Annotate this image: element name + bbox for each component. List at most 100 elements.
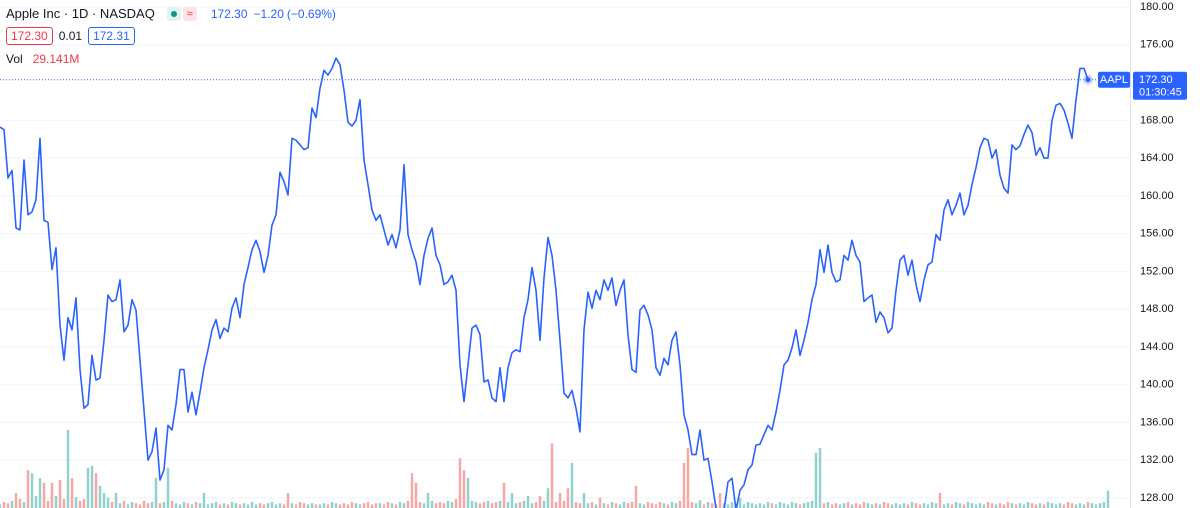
y-tick-label: 160.00 (1140, 190, 1174, 202)
volume-bar (502, 482, 506, 508)
symbol-title[interactable]: Apple Inc · 1D · NASDAQ (6, 6, 155, 21)
volume-bar (562, 500, 566, 508)
volume-bar (662, 503, 666, 508)
volume-bar (290, 503, 294, 508)
volume-bar (790, 502, 794, 508)
volume-bar (230, 502, 234, 508)
volume-bar (1034, 504, 1038, 508)
volume-bar (14, 493, 18, 508)
volume-bar (690, 502, 694, 508)
volume-bar (794, 503, 798, 508)
volume-bar (366, 502, 370, 508)
ask[interactable]: 172.31 (88, 27, 135, 45)
volume-bar (518, 502, 522, 508)
volume-bar (26, 470, 30, 508)
volume-bar (358, 504, 362, 508)
volume-bar (1062, 504, 1066, 508)
volume-bar (606, 504, 610, 508)
volume-bar (630, 502, 634, 508)
volume-bar (186, 503, 190, 508)
volume-bar (610, 502, 614, 508)
volume-bar (830, 504, 834, 508)
last-price: 172.30 (210, 6, 248, 21)
volume-bar (110, 502, 114, 508)
volume-bar (166, 467, 170, 508)
volume-bar (250, 502, 254, 508)
volume-bar (22, 502, 26, 508)
volume-bar (682, 463, 686, 508)
change: −1.20 (253, 6, 284, 21)
volume-bar (158, 503, 162, 508)
volume-bar (450, 502, 454, 508)
volume-bar (554, 502, 558, 508)
volume-bar (898, 504, 902, 508)
volume-bar (1074, 504, 1078, 508)
y-tick-label: 176.00 (1140, 39, 1174, 51)
volume-bar (478, 503, 482, 508)
volume-bar (154, 478, 158, 508)
volume-bar (58, 479, 62, 508)
market-open-badge (166, 6, 181, 21)
volume-bar (362, 503, 366, 508)
volume-bar (1002, 504, 1006, 508)
volume-bar (834, 503, 838, 508)
volume-bar (254, 504, 258, 508)
last-point (1085, 77, 1091, 83)
volume-bar (906, 504, 910, 508)
volume-bar (866, 503, 870, 508)
volume-bar (934, 503, 938, 508)
volume-bar (334, 503, 338, 508)
volume-bar (402, 503, 406, 508)
volume-bar (306, 504, 310, 508)
spread: 0.01 (58, 29, 83, 43)
volume-bar (678, 500, 682, 508)
volume-bar (890, 504, 894, 508)
volume-bar (190, 504, 194, 508)
volume-bar (818, 448, 822, 508)
volume-bar (782, 503, 786, 508)
volume-bar (750, 503, 754, 508)
symbol-badge (1098, 71, 1130, 88)
volume-bar (622, 502, 626, 508)
y-tick-label: 132.00 (1140, 454, 1174, 466)
volume-bar (754, 504, 758, 508)
volume-bar (1022, 504, 1026, 508)
volume-bar (966, 502, 970, 508)
y-tick-label: 168.00 (1140, 114, 1174, 126)
volume-bar (982, 504, 986, 508)
volume-bar (1086, 502, 1090, 508)
volume-bar (642, 504, 646, 508)
volume-bar (506, 502, 510, 508)
volume-bar (1046, 502, 1050, 508)
volume-bar (234, 503, 238, 508)
volume-bar (614, 503, 618, 508)
volume-bar (122, 500, 126, 508)
volume-bar (386, 502, 390, 508)
volume-bar (370, 504, 374, 508)
volume-bar (826, 502, 830, 508)
volume-bar (394, 504, 398, 508)
volume-bar (198, 503, 202, 508)
volume-bar (86, 467, 90, 508)
volume-bar (90, 466, 94, 508)
bid[interactable]: 172.30 (6, 27, 53, 45)
volume-bar (1054, 504, 1058, 508)
y-tick-label: 152.00 (1140, 265, 1174, 277)
volume-bar (914, 503, 918, 508)
volume-bar (522, 500, 526, 508)
volume-bar (822, 503, 826, 508)
volume-bar (710, 503, 714, 508)
volume-bar (878, 504, 882, 508)
volume-bar (142, 500, 146, 508)
volume-bar (770, 503, 774, 508)
volume-bar (126, 504, 130, 508)
volume-bar (310, 503, 314, 508)
volume-label: Vol (6, 52, 23, 66)
volume-bar (1038, 503, 1042, 508)
volume-bar (974, 504, 978, 508)
volume-bar (550, 443, 554, 508)
volume-bar (94, 473, 98, 508)
volume-bar (214, 502, 218, 508)
volume-bar (42, 482, 46, 508)
